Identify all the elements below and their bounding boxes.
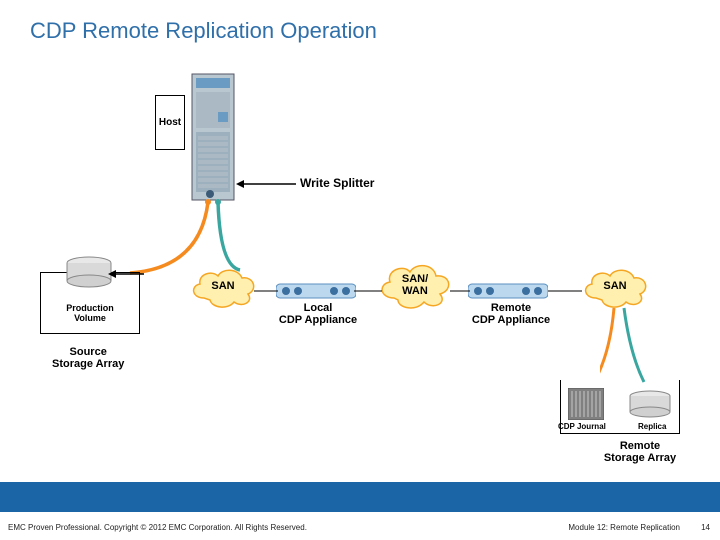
prod-vol-arrow [108,268,148,280]
host-label: Host [159,117,181,128]
source-storage-array-label: Source Storage Array [52,346,124,370]
mid-connectors [254,286,594,300]
san2-down-cable [600,304,660,394]
server-tower [190,72,236,207]
footer-copyright: EMC Proven Professional. Copyright © 201… [8,523,307,532]
write-splitter-arrow [236,178,300,190]
production-volume-label: Production Volume [49,303,131,323]
san-cloud-1-label: SAN [188,280,258,292]
footer-module: Module 12: Remote Replication [568,523,680,532]
footer-page: 14 [701,523,710,532]
host-box: Host [155,95,185,150]
san-cloud-1: SAN [188,266,258,310]
remote-cdp-appliance-label: Remote CDP Appliance [466,302,556,326]
footer-bar [0,482,720,512]
page-title: CDP Remote Replication Operation [30,18,377,44]
write-splitter-label: Write Splitter [300,176,374,190]
remote-storage-array-label: Remote Storage Array [580,440,700,464]
local-cdp-appliance-label: Local CDP Appliance [278,302,358,326]
production-volume-cylinder [64,256,114,295]
